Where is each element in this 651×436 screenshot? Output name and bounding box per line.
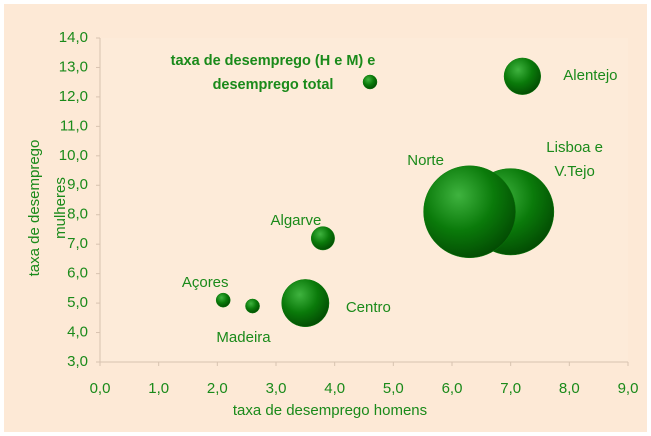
x-axis-title: taxa de desemprego homens: [233, 402, 427, 419]
x-tick-label: 6,0: [442, 380, 463, 397]
y-tick-label: 10,0: [59, 147, 88, 164]
bubble: [423, 165, 516, 259]
y-tick-label: 8,0: [67, 206, 88, 223]
bubble: [281, 279, 330, 328]
y-tick-label: 13,0: [59, 58, 88, 75]
legend-label: taxa de desemprego (H e M) e desemprego …: [170, 53, 376, 93]
point-label: Norte: [407, 151, 444, 169]
bubble: [245, 298, 260, 314]
y-axis-title: taxa de desemprego mulheres: [26, 139, 69, 277]
legend-marker: [362, 74, 378, 90]
x-tick-label: 7,0: [500, 380, 521, 397]
x-tick-label: 3,0: [266, 380, 287, 397]
y-tick-label: 11,0: [60, 117, 88, 134]
y-tick-label: 9,0: [67, 176, 88, 193]
y-tick-label: 12,0: [59, 88, 88, 105]
bubble: [503, 57, 541, 95]
bubble: [215, 292, 231, 308]
x-tick-label: 4,0: [324, 380, 345, 397]
y-tick-label: 7,0: [67, 235, 88, 252]
x-tick-label: 9,0: [618, 380, 639, 397]
y-tick-label: 3,0: [67, 353, 88, 370]
point-label: Lisboa e V.Tejo: [546, 138, 604, 180]
x-tick-label: 2,0: [207, 380, 228, 397]
x-tick-label: 5,0: [383, 380, 404, 397]
y-tick-label: 14,0: [59, 29, 88, 46]
y-tick-label: 5,0: [67, 294, 88, 311]
x-tick-label: 1,0: [148, 380, 169, 397]
y-tick-label: 4,0: [67, 324, 88, 341]
point-label: Algarve: [270, 212, 322, 230]
point-label: Madeira: [216, 329, 271, 347]
x-tick-label: 0,0: [90, 380, 111, 397]
point-label: Açores: [181, 274, 229, 292]
y-tick-label: 6,0: [67, 265, 88, 282]
x-tick-label: 8,0: [559, 380, 580, 397]
bubble: [310, 226, 335, 251]
point-label: Centro: [345, 299, 391, 317]
point-label: Alentejo: [563, 67, 618, 85]
